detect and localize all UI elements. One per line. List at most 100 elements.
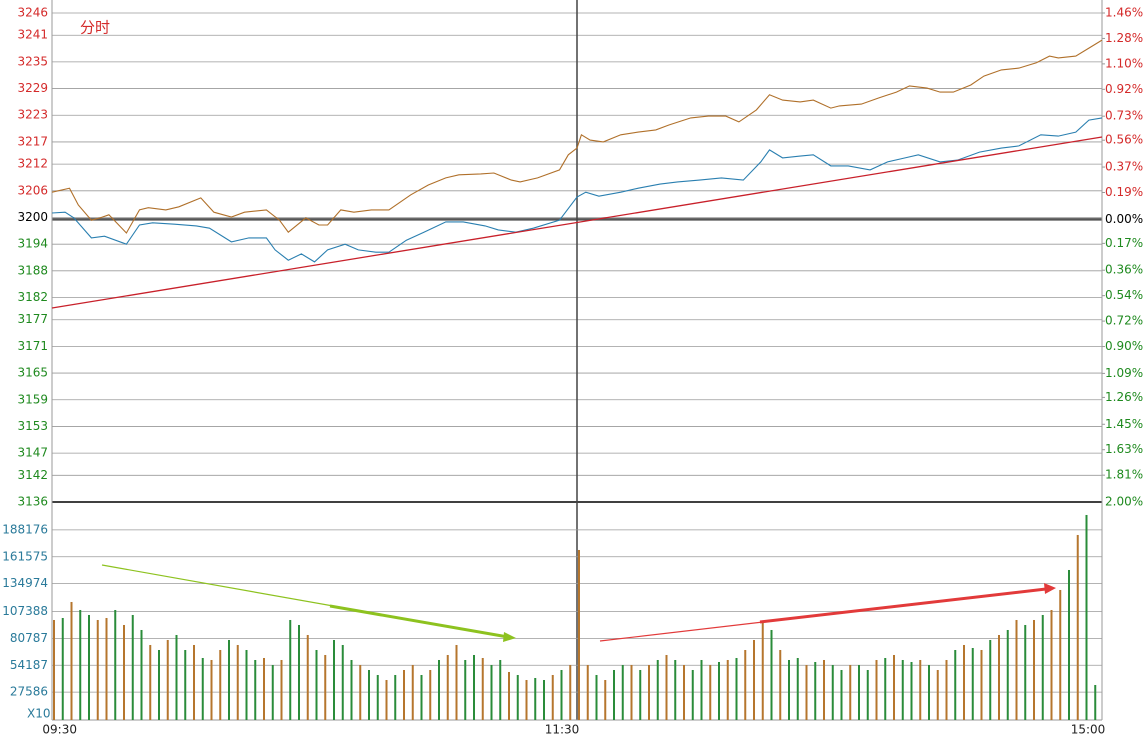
chart-title: 分时	[80, 19, 110, 37]
volume-bar	[438, 659, 440, 720]
volume-bar	[910, 661, 913, 720]
volume-bar	[464, 659, 467, 720]
volume-bar	[858, 664, 860, 720]
volume-bar	[368, 669, 370, 720]
volume-bar	[70, 601, 73, 720]
y-tick-label: 3188	[17, 263, 48, 277]
y2-tick-label: 1.81%	[1105, 468, 1143, 482]
volume-bar	[560, 669, 563, 720]
volume-bar	[1059, 589, 1062, 720]
volume-bar	[140, 629, 143, 720]
volume-bar	[726, 659, 729, 720]
volume-bar	[324, 654, 327, 720]
mark-layer	[51, 39, 1103, 720]
trend-arrow	[329, 604, 509, 639]
volume-bar	[779, 649, 782, 720]
volume-bar	[621, 664, 624, 720]
y-tick-label: 3206	[17, 183, 48, 197]
y-tick-label: 3217	[17, 134, 48, 148]
y-tick-label: 3171	[17, 339, 48, 353]
y2-tick-label: 0.17%	[1105, 236, 1143, 250]
y2-tick-label: 1.63%	[1105, 442, 1143, 456]
price-line	[51, 117, 1103, 263]
y-tick-label: 27586	[10, 685, 48, 699]
volume-bar	[359, 664, 362, 720]
volume-bar	[735, 657, 738, 720]
volume-bar	[674, 659, 677, 720]
volume-bar	[578, 549, 580, 720]
y2-tick-label: 0.73%	[1105, 109, 1143, 123]
volume-bar	[228, 639, 230, 720]
volume-bar	[1024, 624, 1027, 720]
volume-bar	[490, 664, 493, 720]
volume-bar	[473, 654, 475, 720]
volume-bar	[928, 664, 930, 720]
volume-bar	[1041, 614, 1044, 720]
volume-bar	[271, 664, 274, 720]
volume-bar	[691, 669, 694, 720]
volume-bar	[394, 674, 397, 720]
volume-bar	[788, 659, 790, 720]
volume-bar	[201, 657, 204, 720]
volume-bar	[289, 619, 292, 720]
volume-bar	[1050, 609, 1053, 720]
y-tick-label: 3229	[17, 81, 48, 95]
volume-bar	[613, 669, 615, 720]
volume-bar	[446, 654, 449, 720]
y-tick-label: 3165	[17, 366, 48, 380]
volume-bar	[586, 664, 589, 720]
y2-tick-label: 1.28%	[1105, 31, 1143, 45]
volume-bar	[998, 634, 1000, 720]
volume-bar	[1006, 629, 1009, 720]
y2-tick-label: 0.56%	[1105, 133, 1143, 147]
volume-bar	[481, 657, 484, 720]
y-tick-label: 3177	[17, 312, 48, 326]
volume-bar	[403, 669, 405, 720]
unit-label: X10	[27, 707, 51, 721]
volume-bar	[254, 659, 257, 720]
y-tick-label: 3136	[17, 495, 48, 509]
volume-bar	[149, 644, 152, 720]
volume-bar	[516, 674, 519, 720]
volume-bar	[753, 639, 755, 720]
y-tick-label: 3142	[17, 468, 48, 482]
volume-bar	[1015, 619, 1018, 720]
x-tick-label: 11:30	[545, 723, 580, 737]
arrow-head	[1044, 583, 1056, 594]
volume-bar	[114, 609, 117, 720]
volume-bar	[166, 639, 169, 720]
volume-bar	[604, 679, 607, 720]
volume-bar	[210, 659, 213, 720]
y-tick-label: 3235	[17, 54, 48, 68]
volume-bar	[840, 669, 843, 720]
y-tick-label: 3241	[17, 28, 48, 42]
volume-bar	[184, 649, 187, 720]
volume-bar	[823, 659, 825, 720]
volume-bar	[123, 624, 125, 720]
volume-bar	[298, 624, 300, 720]
volume-bar	[639, 669, 642, 720]
volume-bar	[534, 677, 537, 720]
volume-bar	[105, 617, 108, 720]
volume-bar	[718, 661, 720, 720]
volume-bar	[884, 657, 887, 720]
volume-bar	[420, 674, 423, 720]
volume-bar	[1085, 514, 1088, 720]
volume-bar	[429, 669, 432, 720]
y-tick-label: 3147	[17, 446, 48, 460]
y-tick-label: 3159	[17, 392, 48, 406]
volume-bar	[1076, 534, 1079, 720]
volume-bar	[569, 664, 572, 720]
volume-bar	[936, 669, 939, 720]
volume-bar	[709, 664, 712, 720]
volume-bar	[989, 639, 992, 720]
volume-bar	[656, 659, 659, 720]
volume-bar	[131, 614, 134, 720]
trend-arrow	[759, 587, 1047, 624]
volume-bar	[543, 679, 545, 720]
volume-bar	[901, 659, 904, 720]
volume-bar	[971, 647, 974, 720]
volume-bar	[158, 649, 160, 720]
